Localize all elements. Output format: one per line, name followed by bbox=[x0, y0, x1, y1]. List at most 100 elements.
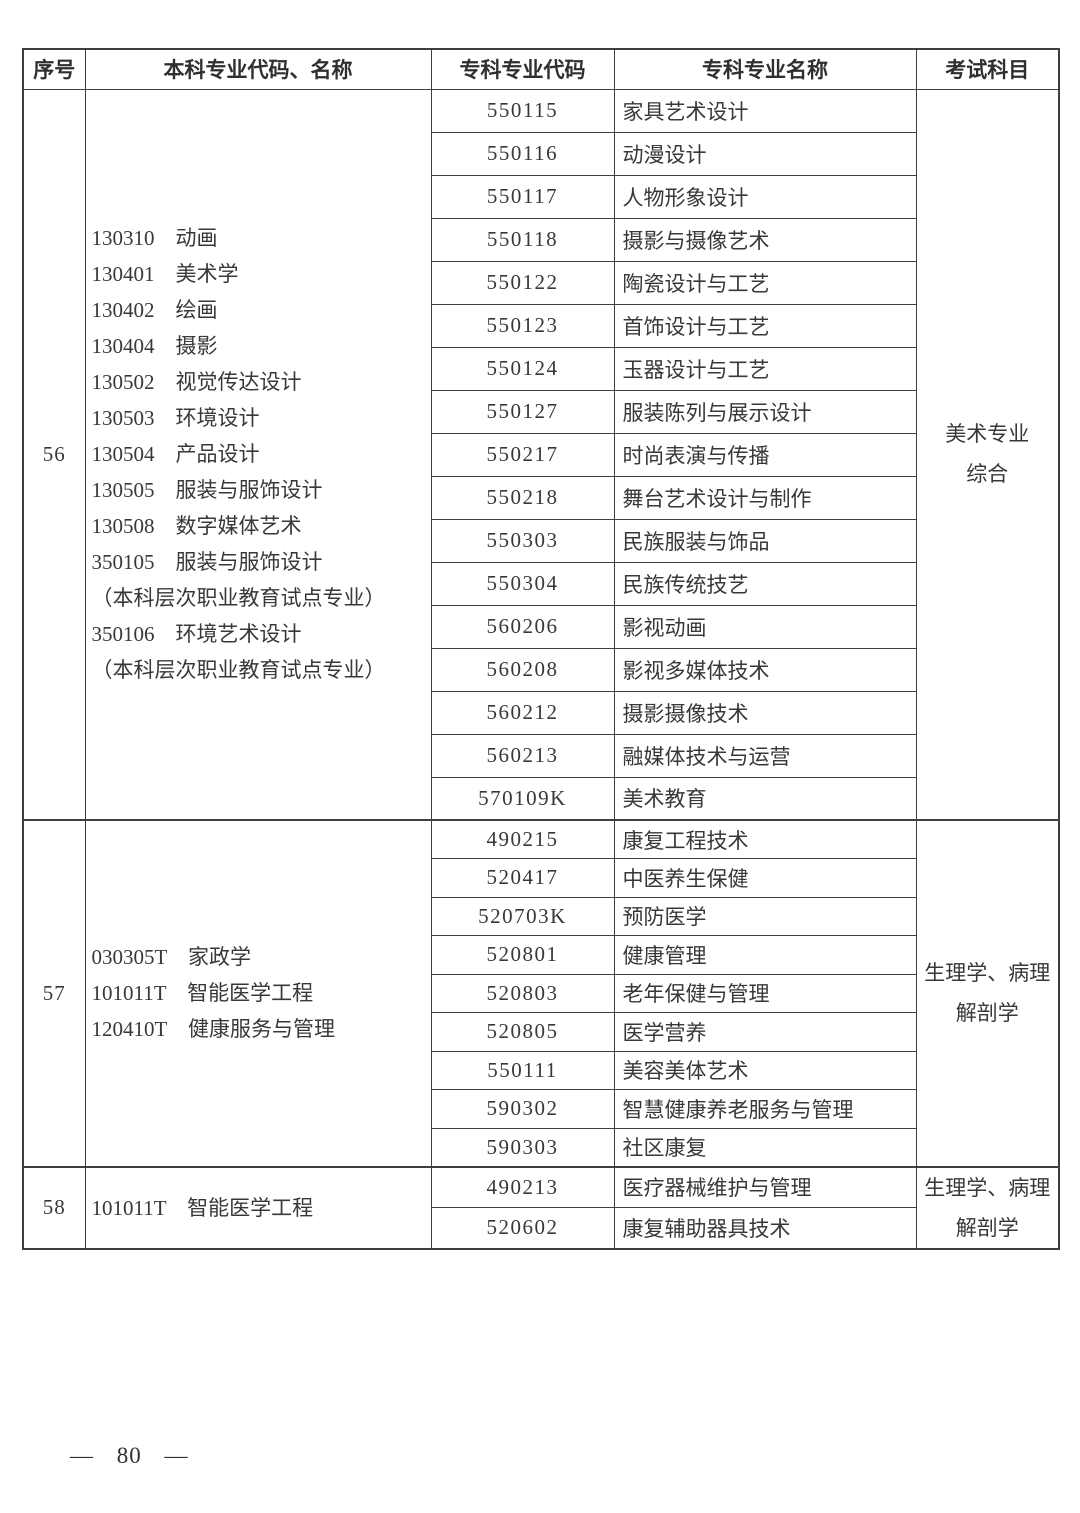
code-cell: 550218 bbox=[430, 475, 615, 520]
exam-cell: 生理学、病理 解剖学 bbox=[915, 1165, 1060, 1249]
table-row: 570109K 美术教育 bbox=[23, 776, 1059, 821]
table-row: 560212 摄影摄像技术 bbox=[23, 690, 1059, 735]
name-cell: 首饰设计与工艺 bbox=[613, 303, 917, 348]
table-row: 58 101011T 智能医学工程 490213 医疗器械维护与管理 生理学、病… bbox=[22, 1165, 1060, 1249]
name-cell: 智慧健康养老服务与管理 bbox=[613, 1089, 917, 1129]
seq-cell: 57 bbox=[22, 819, 86, 1167]
table-row: 550303 民族服装与饰品 bbox=[23, 518, 1059, 563]
code-cell: 550217 bbox=[430, 432, 615, 477]
name-cell: 健康管理 bbox=[613, 935, 917, 975]
name-cell: 民族传统技艺 bbox=[613, 561, 917, 606]
table-row: 560208 影视多媒体技术 bbox=[23, 647, 1059, 692]
name-cell: 摄影摄像技术 bbox=[613, 690, 917, 735]
table-row: 550111 美容美体艺术 bbox=[23, 1050, 1059, 1090]
code-cell: 520602 bbox=[430, 1207, 615, 1249]
header-exam: 考试科目 bbox=[915, 48, 1060, 90]
table-row: 590302 智慧健康养老服务与管理 bbox=[23, 1089, 1059, 1129]
name-cell: 康复辅助器具技术 bbox=[613, 1207, 917, 1249]
code-cell: 490213 bbox=[430, 1165, 615, 1208]
code-cell: 590302 bbox=[430, 1089, 615, 1129]
header-seq: 序号 bbox=[22, 48, 86, 90]
code-cell: 520805 bbox=[430, 1012, 615, 1052]
table-row: 520417 中医养生保健 bbox=[23, 858, 1059, 898]
undergrad-text: 130310 动画 130401 美术学 130402 绘画 130404 摄影… bbox=[91, 226, 386, 683]
name-cell: 影视多媒体技术 bbox=[613, 647, 917, 692]
name-cell: 时尚表演与传播 bbox=[613, 432, 917, 477]
table-row: 550304 民族传统技艺 bbox=[23, 561, 1059, 606]
table-row: 550123 首饰设计与工艺 bbox=[23, 303, 1059, 348]
undergrad-cell: 101011T 智能医学工程 bbox=[84, 1165, 432, 1249]
code-cell: 520801 bbox=[430, 935, 615, 975]
table-row: 550217 时尚表演与传播 bbox=[23, 432, 1059, 477]
code-cell: 550122 bbox=[430, 260, 615, 305]
name-cell: 社区康复 bbox=[613, 1127, 917, 1167]
name-cell: 民族服装与饰品 bbox=[613, 518, 917, 563]
seq-cell: 58 bbox=[22, 1165, 86, 1249]
table-row: 550116 动漫设计 bbox=[23, 131, 1059, 176]
code-cell: 550303 bbox=[430, 518, 615, 563]
name-cell: 中医养生保健 bbox=[613, 858, 917, 898]
code-cell: 550304 bbox=[430, 561, 615, 606]
table-row: 520703K 预防医学 bbox=[23, 896, 1059, 936]
name-cell: 动漫设计 bbox=[613, 131, 917, 176]
seq-cell: 56 bbox=[22, 88, 86, 821]
code-cell: 560208 bbox=[430, 647, 615, 692]
name-cell: 医疗器械维护与管理 bbox=[613, 1165, 917, 1208]
header-college-name: 专科专业名称 bbox=[613, 48, 917, 90]
table-row: 520805 医学营养 bbox=[23, 1012, 1059, 1052]
undergrad-cell: 130310 动画 130401 美术学 130402 绘画 130404 摄影… bbox=[84, 88, 432, 821]
code-cell: 550127 bbox=[430, 389, 615, 434]
table-row: 56 130310 动画 130401 美术学 130402 绘画 130404… bbox=[22, 88, 1060, 821]
name-cell: 老年保健与管理 bbox=[613, 973, 917, 1013]
code-cell: 550111 bbox=[430, 1050, 615, 1090]
table-row: 550127 服装陈列与展示设计 bbox=[23, 389, 1059, 434]
name-cell: 医学营养 bbox=[613, 1012, 917, 1052]
name-cell: 家具艺术设计 bbox=[613, 88, 917, 133]
name-cell: 人物形象设计 bbox=[613, 174, 917, 219]
header-college-code: 专科专业代码 bbox=[430, 48, 615, 90]
name-cell: 预防医学 bbox=[613, 896, 917, 936]
code-cell: 520803 bbox=[430, 973, 615, 1013]
exam-cell: 美术专业 综合 bbox=[915, 88, 1060, 821]
code-cell: 520703K bbox=[430, 896, 615, 936]
code-cell: 490215 bbox=[430, 819, 615, 859]
table-header-row: 序号 本科专业代码、名称 专科专业代码 专科专业名称 考试科目 bbox=[22, 48, 1060, 90]
table-row: 560206 影视动画 bbox=[23, 604, 1059, 649]
name-cell: 摄影与摄像艺术 bbox=[613, 217, 917, 262]
name-cell: 玉器设计与工艺 bbox=[613, 346, 917, 391]
table-row: 550124 玉器设计与工艺 bbox=[23, 346, 1059, 391]
code-cell: 550123 bbox=[430, 303, 615, 348]
code-cell: 560212 bbox=[430, 690, 615, 735]
code-cell: 550116 bbox=[430, 131, 615, 176]
code-cell: 550124 bbox=[430, 346, 615, 391]
majors-table: 序号 本科专业代码、名称 专科专业代码 专科专业名称 考试科目 56 13031… bbox=[22, 48, 1060, 1250]
table-row: 520602 康复辅助器具技术 bbox=[23, 1207, 1059, 1249]
code-cell: 570109K bbox=[430, 776, 615, 821]
code-cell: 520417 bbox=[430, 858, 615, 898]
name-cell: 陶瓷设计与工艺 bbox=[613, 260, 917, 305]
name-cell: 舞台艺术设计与制作 bbox=[613, 475, 917, 520]
name-cell: 影视动画 bbox=[613, 604, 917, 649]
exam-cell: 生理学、病理 解剖学 bbox=[915, 819, 1060, 1167]
undergrad-text: 101011T 智能医学工程 bbox=[91, 1195, 314, 1220]
undergrad-cell: 030305T 家政学 101011T 智能医学工程 120410T 健康服务与… bbox=[84, 819, 432, 1167]
code-cell: 590303 bbox=[430, 1127, 615, 1167]
page-number: — 80 — bbox=[70, 1443, 189, 1468]
name-cell: 康复工程技术 bbox=[613, 819, 917, 859]
table-row: 550118 摄影与摄像艺术 bbox=[23, 217, 1059, 262]
code-cell: 550115 bbox=[430, 88, 615, 133]
table-row: 590303 社区康复 bbox=[23, 1127, 1059, 1167]
header-undergrad: 本科专业代码、名称 bbox=[84, 48, 432, 90]
name-cell: 服装陈列与展示设计 bbox=[613, 389, 917, 434]
code-cell: 550117 bbox=[430, 174, 615, 219]
name-cell: 美容美体艺术 bbox=[613, 1050, 917, 1090]
code-cell: 550118 bbox=[430, 217, 615, 262]
table-row: 550218 舞台艺术设计与制作 bbox=[23, 475, 1059, 520]
undergrad-text: 030305T 家政学 101011T 智能医学工程 120410T 健康服务与… bbox=[91, 945, 335, 1042]
table-row: 520803 老年保健与管理 bbox=[23, 973, 1059, 1013]
table-row: 57 030305T 家政学 101011T 智能医学工程 120410T 健康… bbox=[22, 819, 1060, 1167]
name-cell: 美术教育 bbox=[613, 776, 917, 821]
code-cell: 560206 bbox=[430, 604, 615, 649]
code-cell: 560213 bbox=[430, 733, 615, 778]
